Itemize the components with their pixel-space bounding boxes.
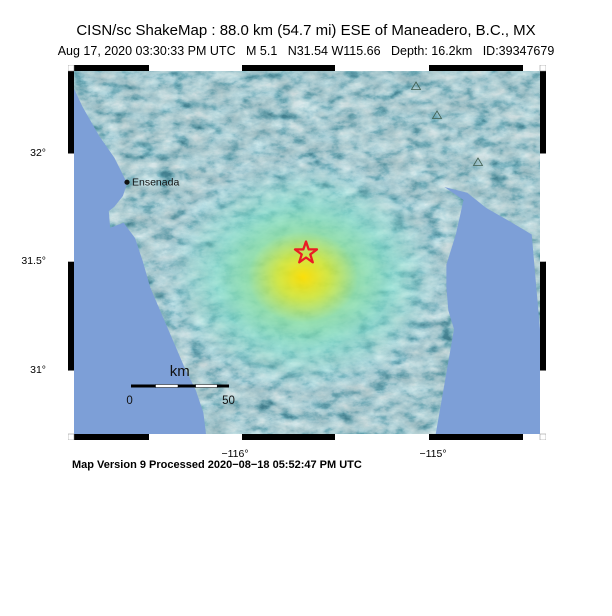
svg-text:Ensenada: Ensenada xyxy=(132,177,179,189)
svg-text:km: km xyxy=(170,363,190,380)
svg-text:50: 50 xyxy=(222,395,235,407)
svg-text:0: 0 xyxy=(126,395,132,407)
